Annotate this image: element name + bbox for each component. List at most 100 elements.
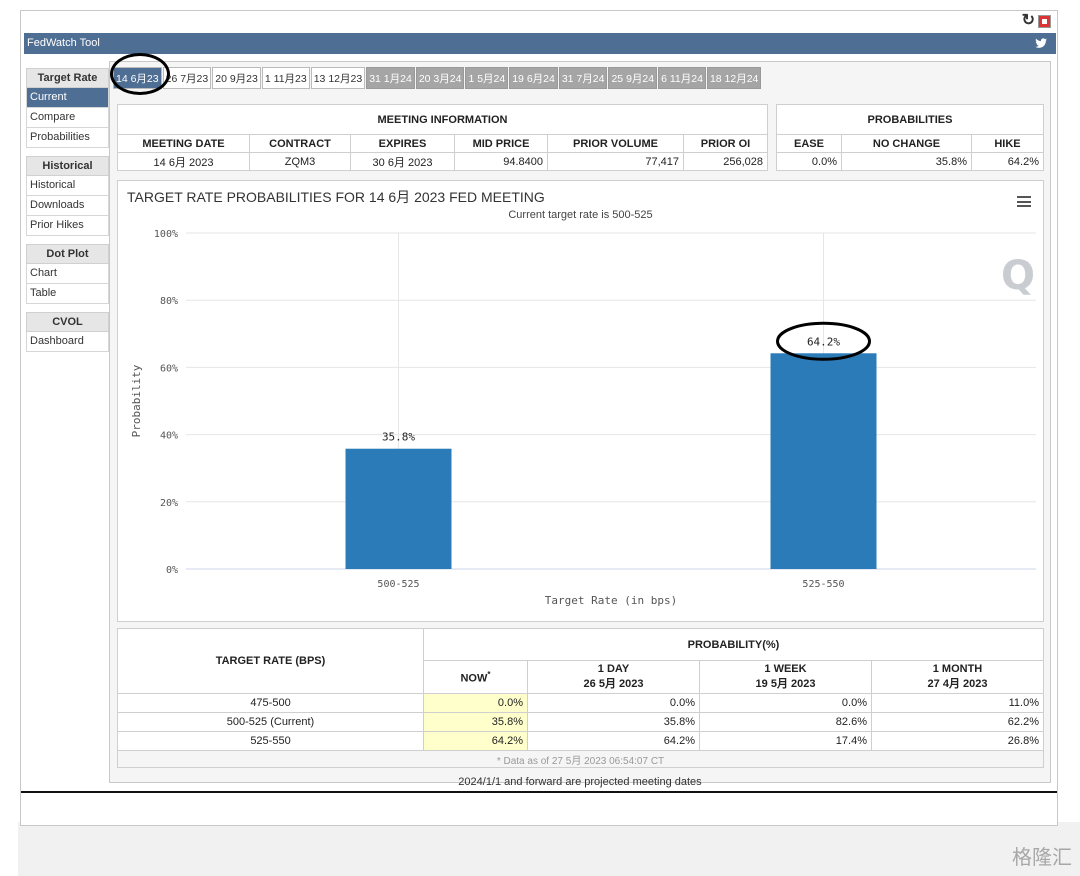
cell-expires: 30 6月 2023 (350, 152, 455, 171)
col-prior-volume: PRIOR VOLUME (547, 134, 684, 153)
value-cell: 26.8% (871, 731, 1044, 751)
sidebar-item-dashboard[interactable]: Dashboard (26, 332, 109, 352)
meeting-info-table: MEETING INFORMATION PROBABILITIES MEETIN… (117, 104, 1044, 171)
tab-meeting-6[interactable]: 20 3月24 (415, 67, 465, 89)
sidebar: Target Rate Current Compare Probabilitie… (26, 66, 109, 352)
tab-meeting-7[interactable]: 1 5月24 (465, 67, 509, 89)
probabilities-title: PROBABILITIES (776, 104, 1044, 135)
bottom-divider (21, 791, 1057, 793)
cell-no-change: 35.8% (841, 152, 972, 171)
rate-cell: 500-525 (Current) (117, 712, 424, 732)
value-cell: 64.2% (423, 731, 528, 751)
target-rate-header: TARGET RATE (BPS) (117, 628, 424, 694)
col-1-month: 1 MONTH 27 4月 2023 (871, 660, 1044, 694)
probability-header: PROBABILITY(%) (423, 628, 1044, 661)
sidebar-item-compare[interactable]: Compare (26, 108, 109, 128)
y-tick-label: 60% (160, 363, 178, 374)
tab-meeting-11[interactable]: 6 11月24 (658, 67, 706, 89)
value-cell: 11.0% (871, 693, 1044, 713)
cell-prior-volume: 77,417 (547, 152, 684, 171)
fedwatch-frame: ↻ FedWatch Tool Target Rate Current Comp… (20, 10, 1058, 826)
col-hike: HIKE (971, 134, 1044, 153)
pdf-icon[interactable] (1038, 14, 1051, 28)
refresh-icon[interactable]: ↻ (1021, 12, 1035, 29)
value-cell: 64.2% (527, 731, 700, 751)
sidebar-item-table[interactable]: Table (26, 284, 109, 304)
data-label: 64.2% (807, 335, 840, 348)
tab-meeting-1[interactable]: 26 7月23 (162, 67, 212, 89)
value-cell: 17.4% (699, 731, 872, 751)
sidebar-group-cvol: CVOL (26, 312, 109, 332)
chart-subtitle: Current target rate is 500-525 (508, 209, 653, 221)
highlight-circle-tab (110, 53, 170, 95)
col-1-day: 1 DAY 26 5月 2023 (527, 660, 700, 694)
tab-meeting-5[interactable]: 31 1月24 (366, 67, 415, 89)
bar (770, 353, 877, 569)
x-axis-title: Target Rate (in bps) (545, 594, 677, 607)
value-cell: 82.6% (699, 712, 872, 732)
cell-mid-price: 94.8400 (454, 152, 548, 171)
y-tick-label: 20% (160, 498, 178, 509)
sidebar-item-prior-hikes[interactable]: Prior Hikes (26, 216, 109, 236)
value-cell: 35.8% (527, 712, 700, 732)
value-cell: 0.0% (423, 693, 528, 713)
tab-meeting-8[interactable]: 19 6月24 (509, 67, 558, 89)
tab-meeting-3[interactable]: 1 11月23 (261, 67, 310, 89)
value-cell: 62.2% (871, 712, 1044, 732)
sidebar-group-historical: Historical (26, 156, 109, 176)
sidebar-item-historical[interactable]: Historical (26, 176, 109, 196)
chart-watermark-logo: Q (1000, 253, 1035, 299)
sidebar-item-chart[interactable]: Chart (26, 264, 109, 284)
tab-meeting-2[interactable]: 20 9月23 (212, 67, 261, 89)
y-tick-label: 0% (166, 565, 178, 576)
sidebar-item-current[interactable]: Current (26, 88, 109, 108)
col-now: NOW* (423, 660, 528, 694)
data-timestamp-note: * Data as of 27 5月 2023 06:54:07 CT (117, 750, 1044, 768)
bar-chart: 0% 20% 40% 60% 80% 100% 35.8% 500-525 64.2% 525-5… (130, 229, 1036, 607)
x-tick-label: 525-550 (802, 579, 844, 590)
y-axis-title: Probability (130, 364, 143, 437)
meeting-tabs: 14 6月23 26 7月23 20 9月23 1 11月23 13 12月23… (110, 53, 762, 95)
probability-table: TARGET RATE (BPS) PROBABILITY(%) NOW* 1 … (117, 628, 1044, 768)
rate-cell: 475-500 (117, 693, 424, 713)
tab-meeting-9[interactable]: 31 7月24 (558, 67, 608, 89)
cell-ease: 0.0% (776, 152, 842, 171)
app-titlebar: FedWatch Tool (24, 33, 1056, 54)
sidebar-item-downloads[interactable]: Downloads (26, 196, 109, 216)
col-prior-oi: PRIOR OI (683, 134, 768, 153)
app-title: FedWatch Tool (27, 37, 100, 49)
value-cell: 35.8% (423, 712, 528, 732)
cell-prior-oi: 256,028 (683, 152, 768, 171)
value-cell: 0.0% (699, 693, 872, 713)
y-tick-label: 80% (160, 296, 178, 307)
twitter-icon[interactable] (1034, 36, 1048, 50)
col-meeting-date: MEETING DATE (117, 134, 250, 153)
col-1-week: 1 WEEK 19 5月 2023 (699, 660, 872, 694)
col-ease: EASE (776, 134, 842, 153)
table-row: 475-500 0.0% 0.0% 0.0% 11.0% (117, 693, 1044, 713)
highlight-circle-label (776, 321, 871, 361)
col-contract: CONTRACT (249, 134, 351, 153)
x-tick-label: 500-525 (377, 579, 419, 590)
y-tick-label: 40% (160, 431, 178, 442)
col-mid-price: MID PRICE (454, 134, 548, 153)
cell-hike: 64.2% (971, 152, 1044, 171)
tab-meeting-12[interactable]: 18 12月24 (706, 67, 762, 89)
page-footer-area (18, 822, 1080, 876)
bar (345, 448, 452, 569)
data-label: 35.8% (382, 431, 415, 444)
meeting-info-title: MEETING INFORMATION (117, 104, 768, 135)
col-expires: EXPIRES (350, 134, 455, 153)
tab-meeting-4[interactable]: 13 12月23 (310, 67, 366, 89)
projection-note: 2024/1/1 and forward are projected meeti… (458, 776, 702, 788)
table-row: 500-525 (Current) 35.8% 35.8% 82.6% 62.2… (117, 712, 1044, 732)
main-panel: 14 6月23 26 7月23 20 9月23 1 11月23 13 12月23… (109, 53, 1051, 788)
tab-meeting-10[interactable]: 25 9月24 (608, 67, 658, 89)
chart-container: TARGET RATE PROBABILITIES FOR 14 6月 2023… (117, 180, 1044, 622)
chart-menu-icon[interactable] (1017, 196, 1031, 207)
sidebar-group-target-rate: Target Rate (26, 68, 109, 88)
cell-contract: ZQM3 (249, 152, 351, 171)
sidebar-item-probabilities[interactable]: Probabilities (26, 128, 109, 148)
col-no-change: NO CHANGE (841, 134, 972, 153)
table-row: 525-550 64.2% 64.2% 17.4% 26.8% (117, 731, 1044, 751)
